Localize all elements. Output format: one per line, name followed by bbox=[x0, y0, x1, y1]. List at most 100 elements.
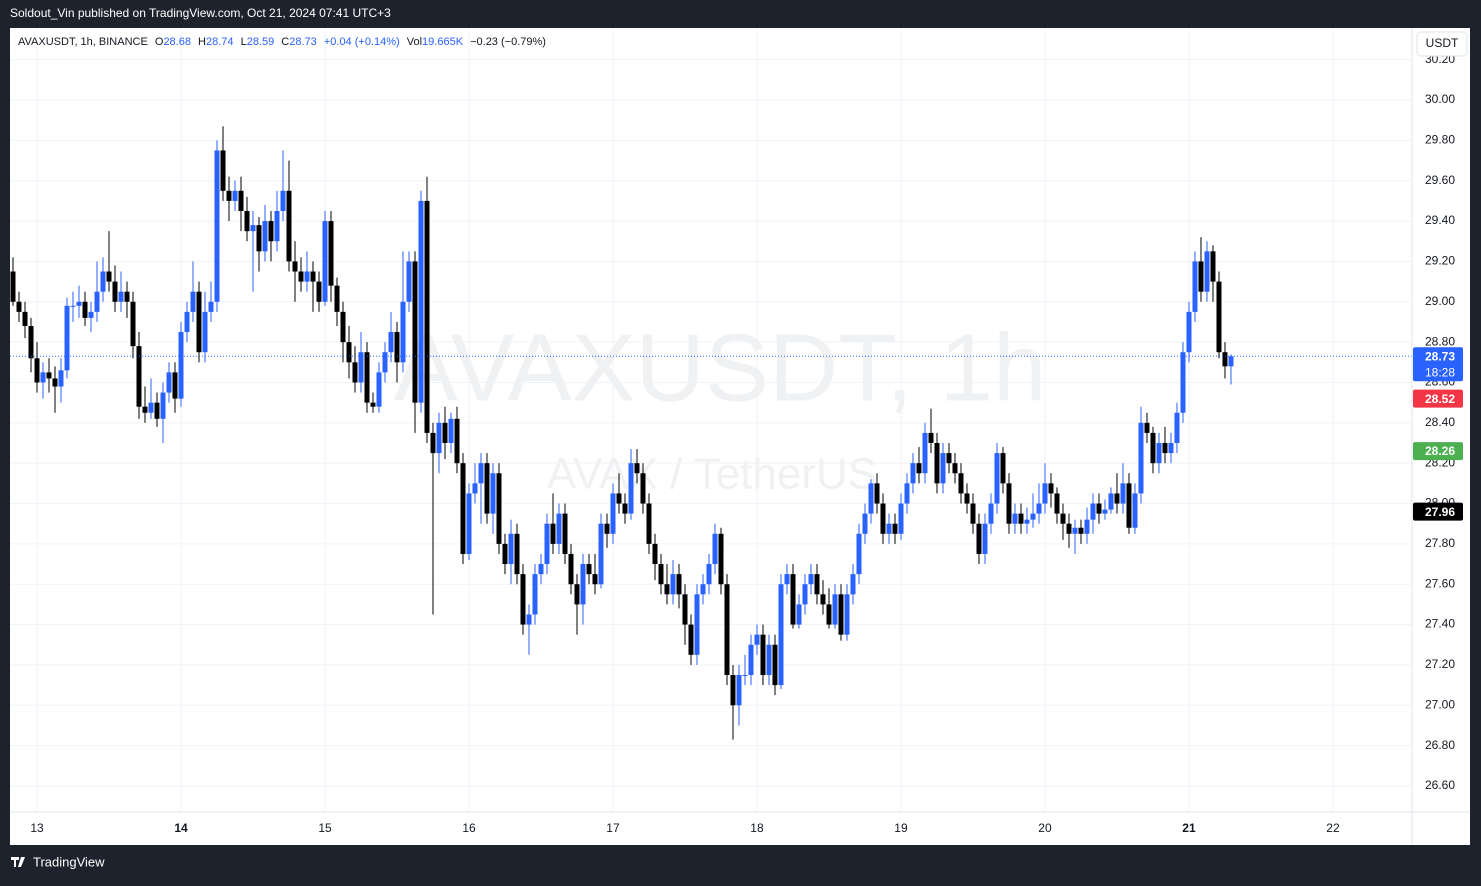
candle-body bbox=[478, 463, 484, 484]
legend-l: 28.59 bbox=[247, 36, 275, 48]
candle-body bbox=[658, 564, 664, 585]
currency-button[interactable] bbox=[1416, 31, 1468, 57]
candle-body bbox=[856, 533, 862, 575]
candle-body bbox=[826, 604, 832, 625]
last-price-label: 28.73 bbox=[1425, 349, 1455, 363]
candle-body bbox=[10, 271, 16, 302]
y-tick-label: 27.40 bbox=[1425, 617, 1455, 631]
candle-body bbox=[250, 225, 256, 232]
candle-body bbox=[892, 523, 898, 534]
y-tick-label: 29.80 bbox=[1425, 133, 1455, 147]
candle-body bbox=[1204, 251, 1210, 292]
candle-body bbox=[910, 463, 916, 484]
candle-body bbox=[682, 594, 688, 625]
candle-body bbox=[340, 311, 346, 343]
candle-body bbox=[310, 271, 316, 282]
candle-body bbox=[88, 311, 94, 318]
candle-body bbox=[982, 523, 988, 554]
candle-body bbox=[298, 271, 304, 282]
candle-body bbox=[538, 564, 544, 575]
candle-body bbox=[862, 513, 868, 534]
legend: AVAXUSDT, 1h, BINANCE O28.68 H28.74 L28.… bbox=[18, 36, 546, 48]
legend-o: 28.68 bbox=[163, 36, 191, 48]
candle-body bbox=[874, 483, 880, 504]
candle-body bbox=[442, 422, 448, 443]
x-tick-label: 22 bbox=[1326, 821, 1340, 835]
candle-body bbox=[1150, 432, 1156, 464]
candle-body bbox=[34, 358, 40, 383]
candle-body bbox=[688, 624, 694, 655]
candle-body bbox=[802, 584, 808, 605]
candle-body bbox=[838, 594, 844, 635]
y-tick-label: 29.60 bbox=[1425, 173, 1455, 187]
candle-body bbox=[706, 564, 712, 585]
plot bbox=[10, 126, 1412, 740]
candle-body bbox=[808, 574, 814, 585]
currency-label[interactable]: USDT bbox=[1426, 36, 1459, 50]
candle-body bbox=[490, 473, 496, 514]
candle-body bbox=[580, 564, 586, 605]
candle-body bbox=[664, 584, 670, 595]
candle-body bbox=[796, 604, 802, 625]
x-tick-label: 17 bbox=[606, 821, 620, 835]
candle-body bbox=[724, 584, 730, 676]
candle-body bbox=[418, 200, 424, 403]
candle-body bbox=[22, 311, 28, 326]
brand-name: TradingView bbox=[33, 854, 105, 869]
y-tick-label: 29.20 bbox=[1425, 254, 1455, 268]
candle-body bbox=[1018, 513, 1024, 524]
candle-body bbox=[1210, 251, 1216, 282]
candle-body bbox=[1192, 261, 1198, 312]
candle-body bbox=[568, 553, 574, 585]
y-tick-label: 29.00 bbox=[1425, 294, 1455, 308]
candle-body bbox=[742, 675, 748, 677]
candle-body bbox=[208, 301, 214, 312]
candle-body bbox=[292, 261, 298, 272]
candle-body bbox=[388, 332, 394, 353]
candle-body bbox=[730, 675, 736, 706]
candle-body bbox=[514, 533, 520, 575]
price-tag bbox=[1413, 442, 1463, 461]
candle-body bbox=[16, 301, 22, 312]
candle-body bbox=[274, 210, 280, 242]
candle-body bbox=[694, 594, 700, 655]
candle-body bbox=[382, 352, 388, 373]
countdown-label: 18:28 bbox=[1425, 365, 1455, 379]
legend-o-label: O bbox=[155, 36, 164, 48]
candle-body bbox=[1024, 519, 1030, 524]
candle-body bbox=[1114, 493, 1120, 504]
last-price-tag bbox=[1413, 347, 1463, 382]
price-tag bbox=[1413, 389, 1463, 408]
candle-body bbox=[124, 291, 130, 302]
candle-body bbox=[1180, 352, 1186, 413]
candle-body bbox=[334, 285, 340, 312]
candle-body bbox=[520, 574, 526, 625]
y-tick-label: 26.60 bbox=[1425, 778, 1455, 792]
candle-body bbox=[94, 291, 100, 312]
candle-body bbox=[106, 271, 112, 282]
candle-body bbox=[610, 493, 616, 534]
candle-body bbox=[364, 352, 370, 403]
legend-symbol: AVAXUSDT, 1h, BINANCE bbox=[18, 36, 148, 48]
candle-body bbox=[616, 493, 622, 504]
candle-body bbox=[358, 352, 364, 383]
legend-vol-label: Vol bbox=[407, 36, 422, 48]
candle-body bbox=[376, 372, 382, 407]
candle-body bbox=[970, 503, 976, 524]
candle-body bbox=[328, 221, 334, 286]
x-tick-label: 20 bbox=[1038, 821, 1052, 835]
candle-body bbox=[1228, 356, 1234, 367]
candle-body bbox=[1168, 442, 1174, 454]
candle-body bbox=[220, 150, 226, 191]
grid bbox=[10, 28, 1412, 812]
candle-body bbox=[1222, 352, 1228, 367]
candle-body bbox=[1156, 442, 1162, 464]
candle-body bbox=[466, 493, 472, 554]
candle-body bbox=[496, 473, 502, 544]
x-tick-label: 18 bbox=[750, 821, 764, 835]
candle-body bbox=[76, 301, 82, 306]
candle-body bbox=[268, 221, 274, 242]
candle-body bbox=[154, 402, 160, 419]
candle-body bbox=[1036, 503, 1042, 514]
